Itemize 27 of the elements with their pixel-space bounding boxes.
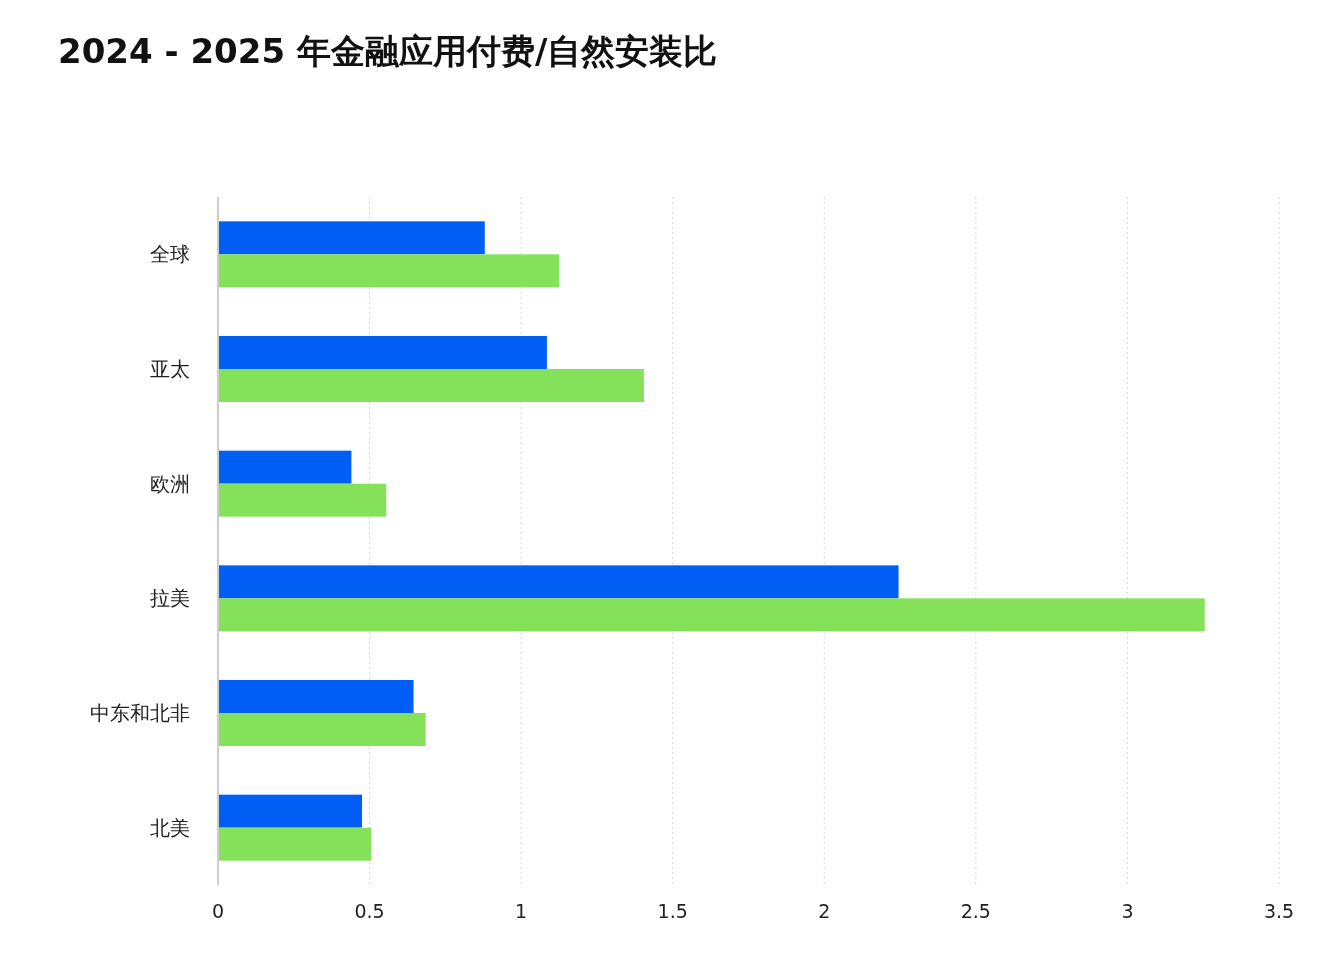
x-tick-label: 0.5 (354, 900, 385, 922)
x-tick-label: 3 (1121, 900, 1134, 922)
bar (218, 680, 414, 713)
chart-title: 2024 - 2025 年金融应用付费/自然安装比 (58, 31, 718, 71)
y-tick-label: 北美 (150, 815, 190, 840)
bar (218, 221, 485, 255)
bar (218, 254, 560, 288)
x-tick-label: 2 (818, 900, 831, 922)
bar (218, 713, 426, 746)
y-tick-label: 欧洲 (150, 471, 190, 496)
x-tick-label: 1 (515, 900, 528, 922)
bar (218, 483, 387, 517)
y-tick-label: 亚太 (150, 357, 190, 381)
bar (218, 827, 372, 861)
y-tick-label: 拉美 (150, 586, 190, 611)
y-tick-label: 全球 (150, 242, 190, 267)
y-tick-label: 中东和北非 (90, 701, 190, 725)
x-tick-label: 0 (211, 900, 225, 922)
x-tick-label: 1.5 (657, 900, 688, 922)
bar (218, 369, 644, 402)
x-tick-label: 3.5 (1263, 900, 1295, 922)
bar (218, 598, 1205, 632)
bar (218, 565, 899, 599)
bar (218, 450, 352, 484)
bar (218, 336, 547, 369)
bar (218, 794, 362, 828)
x-tick-label: 2.5 (960, 900, 991, 922)
